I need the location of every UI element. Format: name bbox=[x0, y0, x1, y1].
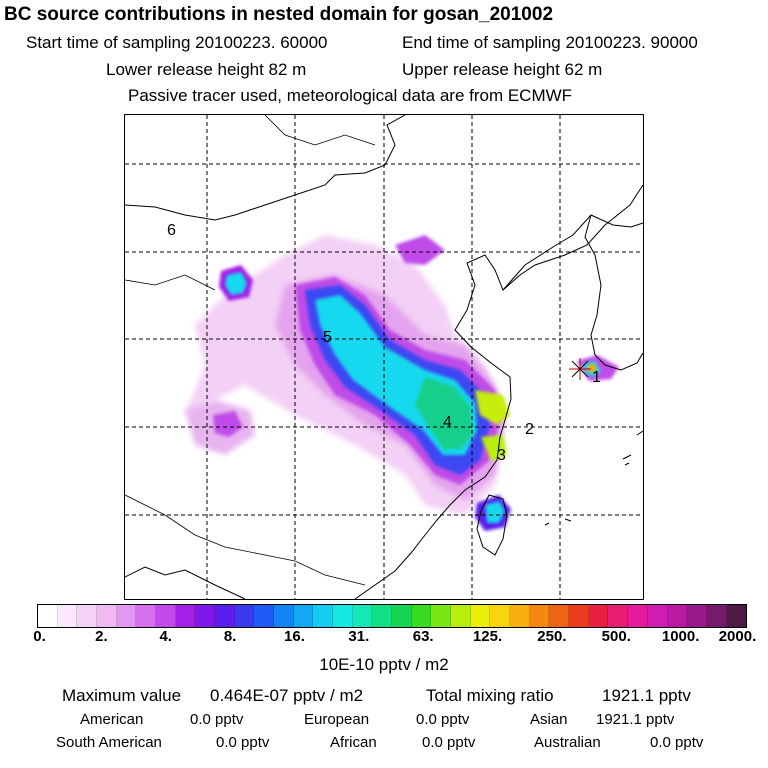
colorbar-cell bbox=[549, 605, 570, 627]
colorbar-tick-label: 63. bbox=[412, 628, 434, 645]
region-label-4: 4 bbox=[443, 414, 452, 431]
colorbar-cell bbox=[510, 605, 530, 627]
colorbar-cell bbox=[175, 605, 196, 627]
colorbar-cell bbox=[333, 605, 353, 627]
colorbar-tick-label: 250. bbox=[537, 628, 567, 645]
colorbar-cell bbox=[687, 605, 707, 627]
map-panel: 1 2 3 4 5 6 bbox=[124, 114, 644, 600]
coastlines bbox=[125, 115, 643, 599]
colorbar-cell bbox=[706, 605, 727, 627]
colorbar-cell bbox=[234, 605, 255, 627]
colorbar-tick-label: 2000. bbox=[718, 628, 757, 645]
colorbar-cell bbox=[569, 605, 589, 627]
colorbar-cell bbox=[608, 605, 629, 627]
start-time-text: Start time of sampling 20100223. 60000 bbox=[26, 33, 328, 52]
colorbar-cell bbox=[313, 605, 334, 627]
total-mixing-value: 1921.1 pptv bbox=[602, 686, 691, 705]
australian-value: 0.0 pptv bbox=[650, 734, 704, 751]
concentration-plume bbox=[185, 235, 619, 531]
american-value: 0.0 pptv bbox=[190, 711, 244, 728]
african-label: African bbox=[330, 734, 377, 751]
colorbar-cell bbox=[431, 605, 452, 627]
asian-value: 1921.1 pptv bbox=[596, 711, 675, 728]
colorbar-cell bbox=[254, 605, 275, 627]
colorbar-cell bbox=[392, 605, 412, 627]
colorbar-cell bbox=[57, 605, 78, 627]
australian-label: Australian bbox=[534, 734, 601, 751]
colorbar-tick-label: 0. bbox=[33, 628, 46, 645]
asian-label: Asian bbox=[530, 711, 568, 728]
colorbar-cell bbox=[38, 605, 58, 627]
colorbar-tick-label: 500. bbox=[601, 628, 631, 645]
upper-height-text: Upper release height 62 m bbox=[402, 60, 603, 79]
african-value: 0.0 pptv bbox=[422, 734, 476, 751]
colorbar-cell bbox=[529, 605, 550, 627]
tracer-note-text: Passive tracer used, meteorological data… bbox=[128, 86, 573, 105]
colorbar-cell bbox=[411, 605, 432, 627]
colorbar-cell bbox=[451, 605, 471, 627]
region-label-6: 6 bbox=[167, 222, 176, 239]
colorbar-cell bbox=[195, 605, 216, 627]
plot-title: BC source contributions in nested domain… bbox=[4, 4, 554, 25]
colorbar-cell bbox=[490, 605, 511, 627]
region-label-3: 3 bbox=[497, 447, 506, 464]
colorbar-tick-label: 2. bbox=[95, 628, 108, 645]
colorbar-cell bbox=[136, 605, 157, 627]
south-american-value: 0.0 pptv bbox=[216, 734, 270, 751]
european-label: European bbox=[304, 711, 370, 728]
colorbar-cell bbox=[647, 605, 668, 627]
colorbar-cell bbox=[667, 605, 688, 627]
colorbar-cell bbox=[293, 605, 314, 627]
american-label: American bbox=[80, 711, 144, 728]
max-value: 0.464E-07 pptv / m2 bbox=[210, 686, 364, 705]
total-mixing-label: Total mixing ratio bbox=[426, 686, 554, 705]
max-value-label: Maximum value bbox=[62, 686, 182, 705]
colorbar-tick-label: 4. bbox=[159, 628, 172, 645]
colorbar-cell bbox=[470, 605, 491, 627]
colorbar-tick-label: 16. bbox=[284, 628, 305, 645]
colorbar-tick-label: 125. bbox=[472, 628, 503, 645]
region-label-2: 2 bbox=[525, 421, 534, 438]
colorbar-tick-label: 31. bbox=[348, 628, 370, 645]
colorbar-cell bbox=[588, 605, 609, 627]
region-label-1: 1 bbox=[592, 369, 601, 386]
colorbar-cell bbox=[97, 605, 117, 627]
colorbar bbox=[37, 604, 747, 628]
colorbar-cell bbox=[156, 605, 176, 627]
colorbar-tick-label: 1000. bbox=[661, 628, 700, 645]
colorbar-cell bbox=[352, 605, 373, 627]
south-american-label: South American bbox=[56, 734, 162, 751]
map-canvas bbox=[125, 115, 643, 599]
european-value: 0.0 pptv bbox=[416, 711, 470, 728]
colorbar-cell bbox=[726, 605, 747, 627]
colorbar-cell bbox=[274, 605, 294, 627]
colorbar-cell bbox=[77, 605, 98, 627]
region-label-5: 5 bbox=[323, 329, 332, 346]
colorbar-units: 10E-10 pptv / m2 bbox=[319, 655, 449, 674]
end-time-text: End time of sampling 20100223. 90000 bbox=[402, 33, 698, 52]
colorbar-tick-label: 8. bbox=[223, 628, 237, 645]
colorbar-cell bbox=[215, 605, 235, 627]
colorbar-cell bbox=[628, 605, 648, 627]
lower-height-text: Lower release height 82 m bbox=[106, 60, 307, 79]
colorbar-cell bbox=[116, 605, 137, 627]
colorbar-cell bbox=[372, 605, 393, 627]
map-gridlines bbox=[125, 115, 643, 599]
star-icon bbox=[569, 358, 591, 380]
